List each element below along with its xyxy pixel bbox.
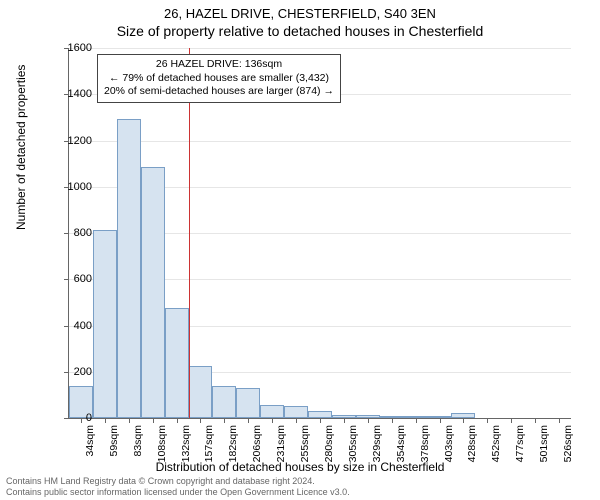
xtick-mark <box>224 418 225 423</box>
xtick-mark <box>177 418 178 423</box>
y-axis-label: Number of detached properties <box>14 65 28 230</box>
xtick-mark <box>81 418 82 423</box>
xtick-label: 403sqm <box>443 425 455 462</box>
histogram-bar <box>212 386 236 418</box>
histogram-bar <box>260 405 284 418</box>
histogram-bar <box>141 167 165 418</box>
xtick-mark <box>105 418 106 423</box>
annotation-box: 26 HAZEL DRIVE: 136sqm← 79% of detached … <box>97 54 341 103</box>
chart-container: 26 HAZEL DRIVE: 136sqm← 79% of detached … <box>68 48 570 418</box>
ytick-label: 600 <box>74 273 92 285</box>
marker-line <box>189 48 190 418</box>
ytick-mark <box>64 418 69 419</box>
xtick-mark <box>248 418 249 423</box>
xtick-mark <box>272 418 273 423</box>
ytick-label: 400 <box>74 320 92 332</box>
footer-line1: Contains HM Land Registry data © Crown c… <box>6 476 350 487</box>
xtick-mark <box>535 418 536 423</box>
ytick-label: 1400 <box>68 88 92 100</box>
histogram-bar <box>117 119 141 418</box>
xtick-label: 59sqm <box>108 425 120 457</box>
xtick-label: 452sqm <box>490 425 502 462</box>
ytick-mark <box>64 233 69 234</box>
histogram-bar <box>93 230 117 418</box>
footer-attribution: Contains HM Land Registry data © Crown c… <box>6 476 350 498</box>
plot-area: 26 HAZEL DRIVE: 136sqm← 79% of detached … <box>68 48 571 419</box>
xtick-label: 108sqm <box>156 425 168 462</box>
xtick-mark <box>440 418 441 423</box>
histogram-bar <box>284 406 308 418</box>
ytick-label: 200 <box>74 366 92 378</box>
xtick-label: 182sqm <box>227 425 239 462</box>
chart-header: 26, HAZEL DRIVE, CHESTERFIELD, S40 3EN S… <box>0 0 600 39</box>
ytick-mark <box>64 372 69 373</box>
xtick-label: 34sqm <box>84 425 96 457</box>
ytick-label: 800 <box>74 227 92 239</box>
xtick-label: 132sqm <box>180 425 192 462</box>
xtick-mark <box>487 418 488 423</box>
footer-line2: Contains public sector information licen… <box>6 487 350 498</box>
xtick-label: 354sqm <box>395 425 407 462</box>
xtick-mark <box>559 418 560 423</box>
chart-title: Size of property relative to detached ho… <box>0 23 600 39</box>
xtick-mark <box>344 418 345 423</box>
histogram-bar <box>308 411 332 418</box>
ytick-label: 0 <box>86 412 92 424</box>
xtick-label: 255sqm <box>299 425 311 462</box>
gridline <box>69 141 571 142</box>
xtick-label: 206sqm <box>251 425 263 462</box>
xtick-mark <box>153 418 154 423</box>
xtick-label: 428sqm <box>466 425 478 462</box>
xtick-mark <box>320 418 321 423</box>
xtick-label: 477sqm <box>514 425 526 462</box>
annotation-line1: 26 HAZEL DRIVE: 136sqm <box>104 58 334 72</box>
xtick-label: 305sqm <box>347 425 359 462</box>
xtick-mark <box>511 418 512 423</box>
xtick-label: 83sqm <box>132 425 144 457</box>
xtick-label: 329sqm <box>371 425 383 462</box>
ytick-label: 1600 <box>68 42 92 54</box>
xtick-mark <box>463 418 464 423</box>
histogram-bar <box>236 388 260 418</box>
histogram-bar <box>189 366 213 418</box>
xtick-label: 157sqm <box>203 425 215 462</box>
xtick-label: 378sqm <box>419 425 431 462</box>
xtick-mark <box>296 418 297 423</box>
xtick-mark <box>200 418 201 423</box>
xtick-label: 231sqm <box>275 425 287 462</box>
ytick-mark <box>64 326 69 327</box>
xtick-label: 501sqm <box>538 425 550 462</box>
xtick-label: 526sqm <box>562 425 574 462</box>
xtick-mark <box>416 418 417 423</box>
xtick-mark <box>368 418 369 423</box>
gridline <box>69 48 571 49</box>
ytick-mark <box>64 279 69 280</box>
xtick-mark <box>392 418 393 423</box>
ytick-label: 1200 <box>68 135 92 147</box>
address-title: 26, HAZEL DRIVE, CHESTERFIELD, S40 3EN <box>0 6 600 21</box>
histogram-bar <box>165 308 189 418</box>
xtick-mark <box>129 418 130 423</box>
annotation-line2: ← 79% of detached houses are smaller (3,… <box>104 72 334 86</box>
annotation-line3: 20% of semi-detached houses are larger (… <box>104 85 334 99</box>
xtick-label: 280sqm <box>323 425 335 462</box>
ytick-label: 1000 <box>68 181 92 193</box>
